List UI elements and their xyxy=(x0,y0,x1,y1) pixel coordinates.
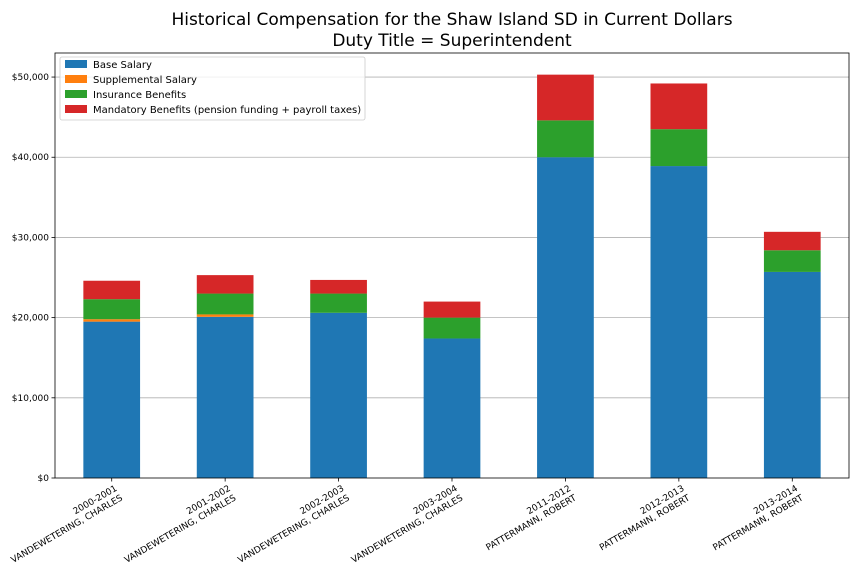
x-tick-name: PATTERMANN, ROBERT xyxy=(598,493,692,553)
bar-segment xyxy=(423,338,481,478)
x-tick-name: VANDEWETERING, CHARLES xyxy=(10,493,125,565)
bar-segment xyxy=(83,321,141,478)
bar-segment xyxy=(537,157,594,478)
y-tick-label: $40,000 xyxy=(12,153,49,163)
legend-swatch xyxy=(65,90,87,98)
bar-segment xyxy=(196,314,254,317)
x-tick-name: VANDEWETERING, CHARLES xyxy=(350,493,465,565)
bar-segment xyxy=(763,231,821,251)
legend-swatch xyxy=(65,75,87,83)
bar-segment xyxy=(650,129,708,167)
x-tick-name: PATTERMANN, ROBERT xyxy=(485,493,579,553)
bar-segment xyxy=(310,312,367,478)
bar-segment xyxy=(650,83,708,130)
legend-label: Mandatory Benefits (pension funding + pa… xyxy=(93,105,361,116)
y-tick-label: $50,000 xyxy=(12,73,49,83)
bar-segment xyxy=(310,293,367,313)
bar-segment xyxy=(763,271,821,478)
bar-segment xyxy=(423,301,481,318)
x-tick-name: PATTERMANN, ROBERT xyxy=(712,493,806,553)
legend-swatch xyxy=(65,60,87,68)
bar-segment xyxy=(83,299,141,320)
y-tick-label: $30,000 xyxy=(12,233,49,243)
y-axis-ticks: $0 $10,000 $20,000 $30,000 $40,000 $50,000 xyxy=(12,73,55,484)
bar-segment xyxy=(83,319,141,322)
bar-segment xyxy=(537,120,594,158)
x-tick-name: VANDEWETERING, CHARLES xyxy=(237,493,352,565)
bar-segment xyxy=(650,166,708,478)
y-tick-label: $10,000 xyxy=(12,394,49,404)
chart-title-line-2: Duty Title = Superintendent xyxy=(332,31,572,51)
legend-label: Base Salary xyxy=(93,60,152,71)
bar-segment xyxy=(310,279,367,294)
bar-segment xyxy=(196,275,254,294)
legend-label: Insurance Benefits xyxy=(93,90,186,101)
chart-title-line-1: Historical Compensation for the Shaw Isl… xyxy=(171,10,732,30)
legend: Base Salary Supplemental Salary Insurance … xyxy=(59,56,366,121)
y-tick-label: $20,000 xyxy=(12,314,49,324)
bars xyxy=(83,74,821,478)
bar-segment xyxy=(423,317,481,339)
bar-segment xyxy=(83,280,141,300)
bar-segment xyxy=(196,316,254,478)
bar-segment xyxy=(537,74,594,121)
x-tick-name: VANDEWETERING, CHARLES xyxy=(123,493,238,565)
legend-swatch xyxy=(65,105,87,113)
bar-segment xyxy=(763,250,821,272)
legend-box xyxy=(59,56,366,121)
bar-segment xyxy=(196,293,254,315)
legend-label: Supplemental Salary xyxy=(93,75,197,86)
y-tick-label: $0 xyxy=(38,474,50,484)
